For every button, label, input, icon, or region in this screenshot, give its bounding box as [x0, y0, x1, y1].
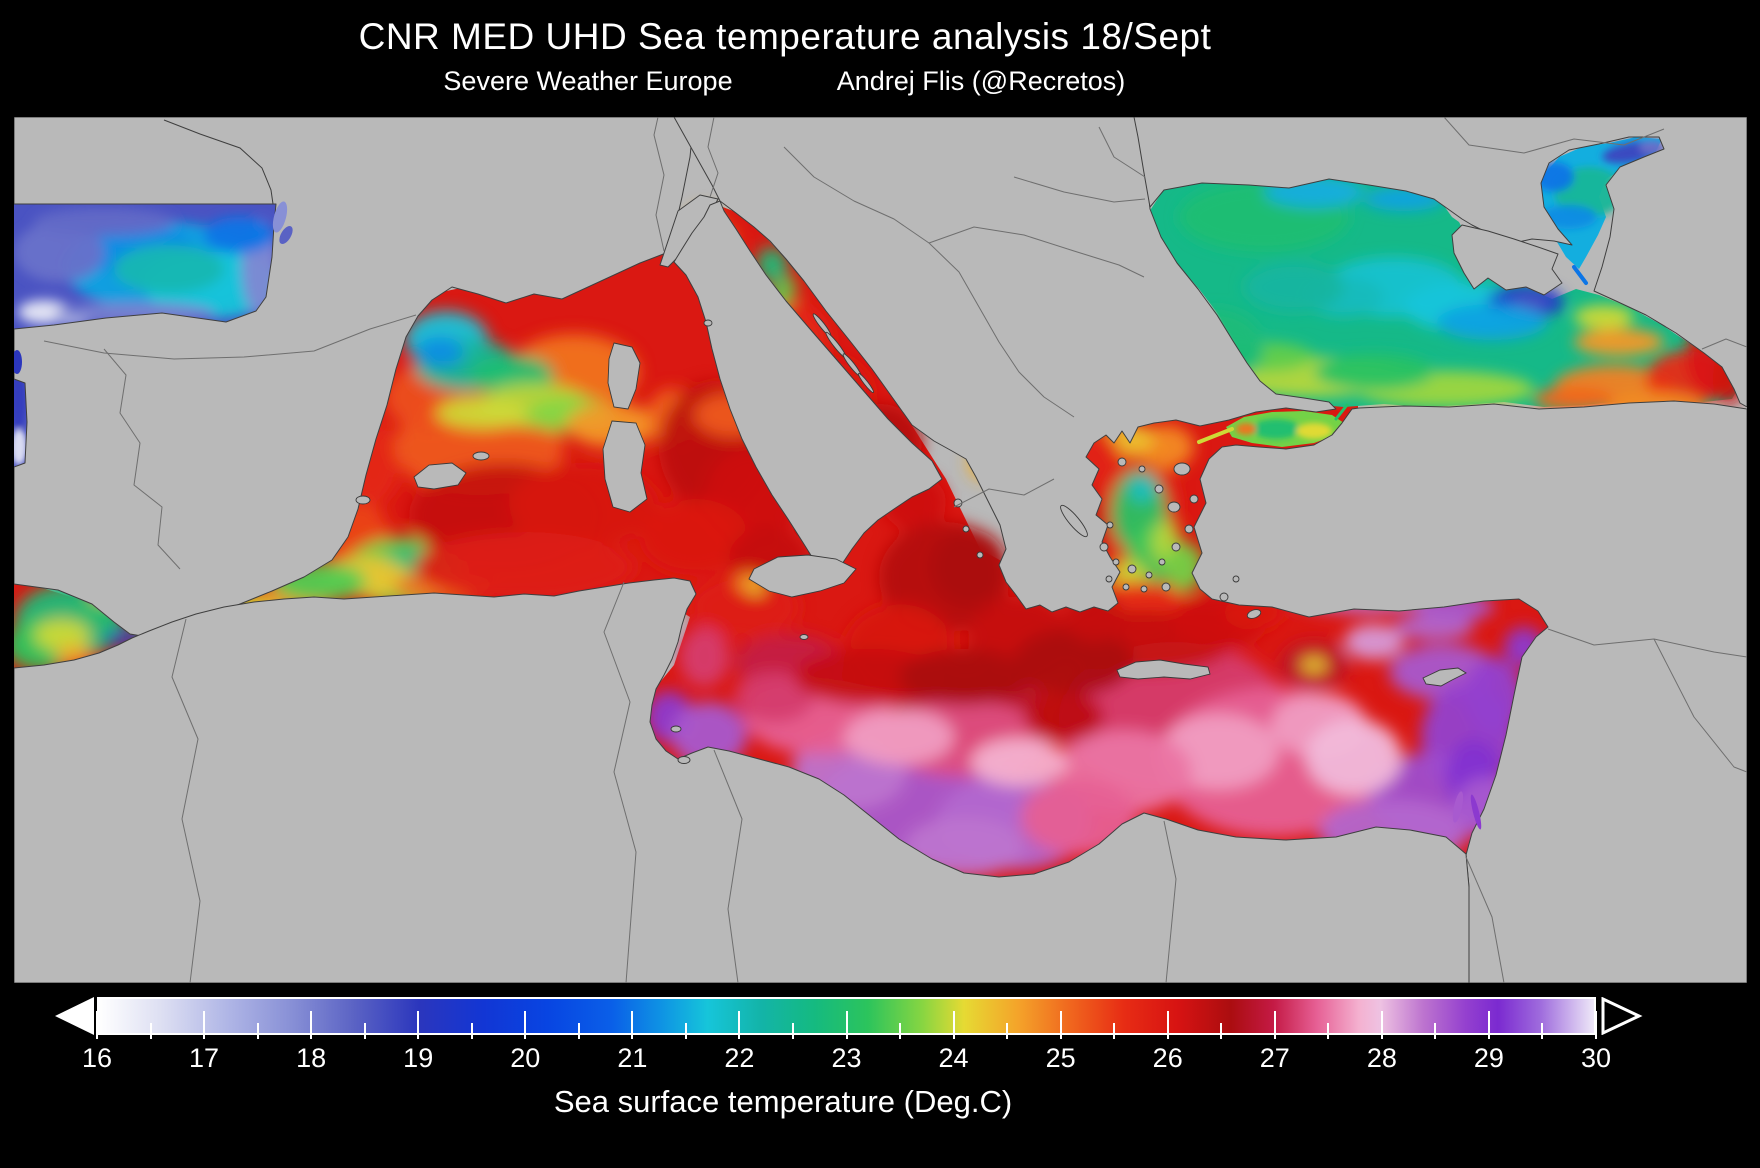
colorbar-tick-label: 17 [189, 1043, 220, 1073]
island-ibiza [355, 495, 371, 505]
credit-severe-weather-europe: Severe Weather Europe [443, 66, 733, 96]
ionian-island-dots [953, 498, 984, 559]
country-borders [43, 117, 1747, 983]
sea-temperature-map [14, 117, 1747, 983]
land-west-europe [14, 117, 695, 638]
border-danube [1013, 176, 1146, 203]
credit-author: Andrej Flis (@Recretos) [836, 66, 1126, 96]
border-syria-iraq [1653, 638, 1747, 773]
aegean-island-dots [1099, 457, 1240, 602]
island-mallorca [413, 462, 467, 490]
colorbar-tick-label: 26 [1152, 1043, 1183, 1073]
colorbar-tick-label: 27 [1259, 1043, 1290, 1073]
border-libya-egypt [1163, 820, 1177, 983]
land-north-africa [14, 577, 1470, 983]
land-balkans-greece [673, 117, 1337, 613]
colorbar-tick-label: 23 [831, 1043, 862, 1073]
land-crimea [1451, 224, 1563, 296]
border-romania-ukraine [1098, 126, 1146, 178]
colorbar-tick-label: 18 [296, 1043, 327, 1073]
colorbar-tick-label: 22 [724, 1043, 755, 1073]
colorbar-tick-label: 19 [403, 1043, 434, 1073]
border-france-italy [653, 117, 665, 252]
border-ukraine-russia [1443, 117, 1665, 154]
island-chios [1167, 501, 1181, 513]
border-greece-albania [953, 478, 1055, 508]
island-malta [799, 634, 809, 640]
sea-of-marmara-field [1226, 411, 1344, 447]
island-corsica [607, 342, 641, 410]
border-spain-france [43, 314, 417, 360]
colorbar-tick-label: 20 [510, 1043, 541, 1073]
island-crete [1116, 659, 1211, 680]
land-anatolia-mideast [1191, 400, 1747, 983]
small-water-features [14, 201, 1588, 830]
border-caucasus [1701, 338, 1747, 350]
colorbar-tick-label: 28 [1366, 1043, 1397, 1073]
colorbar-right-arrow-icon [1601, 997, 1643, 1035]
border-tunisia-libya [713, 749, 743, 983]
colorbar-tick-label: 24 [938, 1043, 969, 1073]
border-morocco-algeria [171, 618, 201, 983]
border-portugal-spain [103, 348, 181, 570]
colorbar-gradient [97, 997, 1596, 1035]
land-east-europe [1133, 117, 1747, 408]
border-balkans-b [928, 226, 1145, 278]
colorbar-label: Sea surface temperature (Deg.C) [553, 1084, 1013, 1119]
border-balkans-a [783, 146, 1075, 418]
island-euboea [1060, 504, 1088, 538]
dalmatian-island-slivers [812, 313, 875, 393]
colorbar-tick-label: 25 [1045, 1043, 1076, 1073]
island-djerba [677, 756, 691, 764]
island-sicily [748, 554, 857, 598]
portugal-coast-field [14, 369, 27, 467]
border-egypt-israel [1465, 856, 1505, 983]
border-algeria-tunisia [603, 581, 637, 983]
island-kerkennah [670, 725, 682, 733]
island-rhodes [1246, 609, 1262, 619]
island-cyprus [1422, 667, 1467, 687]
islands [355, 313, 1467, 764]
island-minorca [472, 451, 490, 461]
colorbar-tick-label: 30 [1580, 1043, 1612, 1073]
coast-brittany [163, 119, 274, 205]
colorbar-tick-label: 29 [1473, 1043, 1504, 1073]
land-overlays [14, 117, 1747, 983]
colorbar-tick-label: 16 [81, 1043, 113, 1073]
colorbar-tick-label: 21 [617, 1043, 648, 1073]
island-elba [703, 319, 713, 327]
page-title: CNR MED UHD Sea temperature analysis 18/… [358, 16, 1212, 57]
bay-of-biscay-field [14, 204, 284, 329]
land-italy [673, 200, 943, 574]
island-lesbos [1173, 462, 1191, 476]
border-italy-austria [707, 117, 719, 198]
colorbar-left-arrow-icon [55, 997, 94, 1035]
island-sardinia [602, 420, 648, 513]
